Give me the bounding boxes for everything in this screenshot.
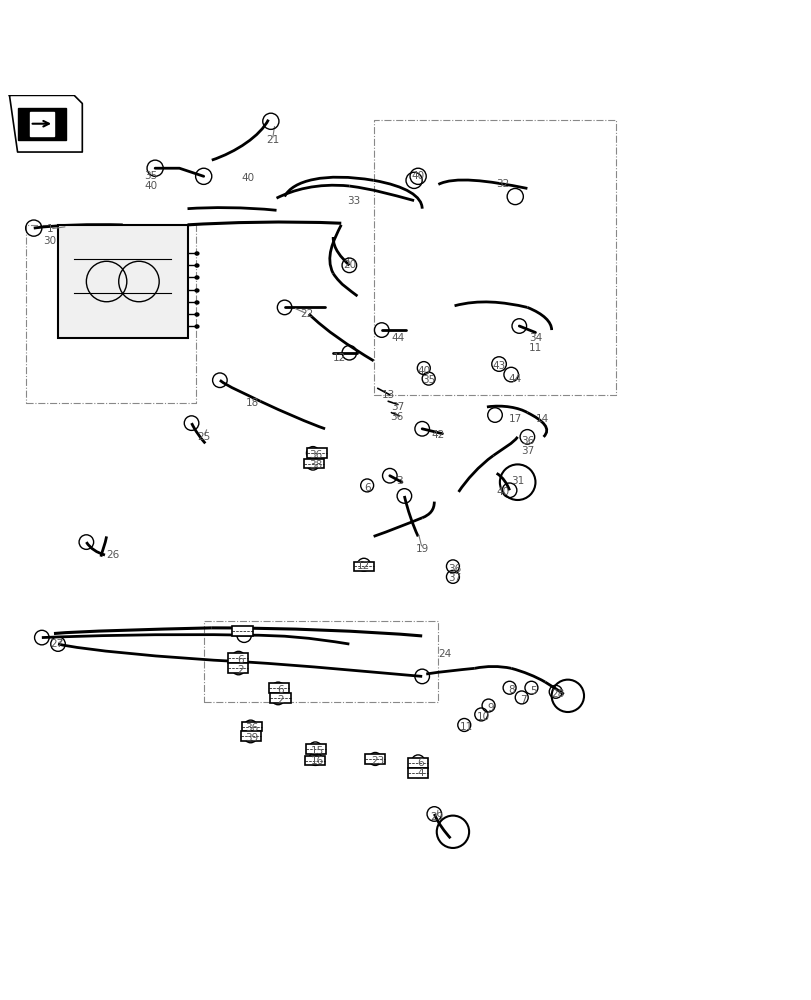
Text: 40: 40: [411, 171, 424, 181]
Text: 44: 44: [391, 333, 404, 343]
Bar: [268, 683, 289, 693]
Text: 36: 36: [245, 723, 259, 733]
Text: 19: 19: [415, 544, 428, 554]
Text: 30: 30: [43, 236, 57, 246]
Text: 6: 6: [363, 483, 370, 493]
Text: 17: 17: [508, 414, 521, 424]
Text: 23: 23: [371, 756, 384, 766]
Text: 13: 13: [381, 390, 394, 400]
Polygon shape: [30, 112, 54, 136]
Text: 33: 33: [346, 196, 359, 206]
Bar: [305, 756, 325, 765]
Text: 12: 12: [333, 353, 345, 363]
Text: 2: 2: [237, 665, 243, 675]
Bar: [354, 562, 374, 571]
Text: 34: 34: [528, 333, 542, 343]
Text: 22: 22: [300, 309, 314, 319]
Polygon shape: [18, 108, 66, 140]
Text: 6: 6: [237, 655, 243, 665]
Bar: [227, 663, 247, 673]
Bar: [242, 722, 262, 731]
Text: 7: 7: [519, 695, 526, 705]
Text: 35: 35: [422, 375, 435, 385]
Text: 12: 12: [357, 561, 370, 571]
Text: 20: 20: [342, 260, 355, 270]
Text: 28: 28: [551, 689, 564, 699]
Bar: [240, 731, 260, 741]
Text: 36: 36: [448, 564, 461, 574]
Text: 11: 11: [460, 722, 473, 732]
Text: 14: 14: [534, 414, 548, 424]
Text: 18: 18: [245, 398, 259, 408]
Text: 6: 6: [277, 685, 284, 695]
Text: 40: 40: [496, 487, 509, 497]
Text: 36: 36: [308, 450, 322, 460]
Bar: [407, 758, 427, 768]
Polygon shape: [10, 95, 82, 152]
Text: 42: 42: [431, 430, 444, 440]
Text: 29: 29: [430, 812, 443, 822]
Text: 26: 26: [106, 550, 119, 560]
Text: 3: 3: [396, 476, 402, 486]
Bar: [407, 768, 427, 778]
Text: 11: 11: [528, 343, 542, 353]
Text: 39: 39: [245, 733, 259, 743]
Bar: [307, 448, 327, 458]
Text: 37: 37: [448, 573, 461, 583]
Text: 25: 25: [197, 432, 210, 442]
Text: 16: 16: [310, 756, 324, 766]
Text: 40: 40: [144, 181, 157, 191]
Text: 40: 40: [417, 366, 430, 376]
Bar: [227, 653, 247, 663]
Text: 31: 31: [510, 476, 524, 486]
Text: 4: 4: [417, 768, 423, 778]
Text: 37: 37: [391, 402, 404, 412]
Bar: [365, 754, 385, 764]
Bar: [232, 626, 252, 636]
Text: 32: 32: [496, 179, 509, 189]
Bar: [303, 459, 324, 468]
Text: 1: 1: [46, 224, 54, 234]
Text: 40: 40: [242, 173, 255, 183]
Text: 8: 8: [507, 685, 514, 695]
Text: 27: 27: [49, 639, 63, 649]
Text: 37: 37: [520, 446, 534, 456]
Text: 21: 21: [265, 135, 279, 145]
Bar: [270, 693, 290, 703]
Text: 10: 10: [477, 712, 490, 722]
Text: 24: 24: [438, 649, 451, 659]
Text: 36: 36: [520, 436, 534, 446]
Text: 36: 36: [389, 412, 402, 422]
Text: 15: 15: [310, 746, 324, 756]
Text: 44: 44: [508, 374, 521, 384]
Bar: [306, 744, 326, 754]
Text: 9: 9: [487, 703, 494, 713]
Text: 2: 2: [277, 695, 284, 705]
Text: 5: 5: [530, 686, 537, 696]
Text: 6: 6: [417, 758, 423, 768]
Text: 38: 38: [308, 460, 322, 470]
Bar: [58, 225, 187, 338]
Text: 35: 35: [144, 171, 157, 181]
Text: 43: 43: [491, 361, 505, 371]
